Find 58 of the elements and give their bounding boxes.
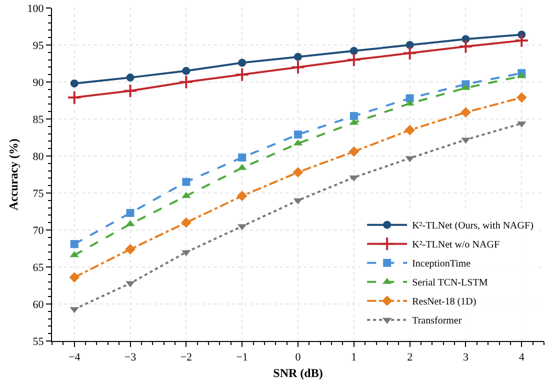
point: [404, 124, 416, 136]
y-tick-label: 100: [27, 2, 44, 15]
point: [350, 46, 358, 55]
point: [458, 39, 474, 54]
point: [346, 52, 362, 68]
y-tick-label: 65: [32, 262, 44, 274]
y-tick-label: 85: [32, 114, 44, 126]
point: [126, 74, 134, 82]
legend-label: InceptionTime: [412, 258, 472, 270]
x-axis-title: SNR (dB): [273, 366, 323, 380]
x-tick-label: −1: [236, 351, 248, 364]
x-tick-label: 2: [407, 351, 413, 364]
y-axis-title: Accuracy (%): [6, 138, 20, 210]
point: [402, 46, 418, 60]
x-tick-label: −4: [68, 351, 81, 364]
point: [67, 90, 82, 105]
point: [516, 92, 527, 103]
y-tick-label: 95: [32, 40, 44, 52]
point: [514, 33, 529, 48]
x-tick-label: −2: [180, 351, 192, 364]
point: [348, 146, 360, 157]
point: [178, 74, 194, 90]
x-tick-label: 1: [351, 351, 357, 364]
point: [182, 66, 190, 75]
legend-label: K²-TLNet (Ours, with NAGF): [412, 220, 534, 232]
point: [234, 67, 250, 82]
point: [406, 41, 414, 49]
point: [125, 244, 136, 254]
y-tick-label: 60: [32, 298, 44, 311]
legend-label: Serial TCN-LSTM: [412, 278, 488, 289]
point: [460, 107, 471, 118]
point: [238, 153, 246, 162]
x-tick-label: 0: [295, 351, 302, 364]
y-tick-label: 70: [32, 224, 44, 237]
point: [236, 190, 248, 202]
point: [122, 84, 138, 98]
point: [294, 130, 302, 139]
point: [182, 178, 190, 186]
legend-label: K²-TLNet w/o NAGF: [412, 240, 500, 251]
x-tick-label: 3: [462, 351, 469, 364]
point: [180, 217, 192, 228]
y-tick-label: 90: [32, 76, 44, 89]
point: [350, 112, 358, 120]
y-tick-label: 80: [32, 150, 44, 163]
y-tick-label: 55: [32, 336, 44, 348]
point: [69, 272, 80, 283]
point: [292, 167, 304, 178]
point: [294, 52, 302, 61]
point: [70, 240, 78, 248]
x-tick-label: −3: [124, 351, 137, 364]
legend-label: ResNet-18 (1D): [412, 296, 476, 308]
point: [238, 58, 246, 67]
point: [70, 79, 78, 88]
legend-label: Transformer: [412, 316, 462, 327]
y-tick-label: 75: [32, 188, 44, 200]
x-tick-label: 4: [518, 351, 525, 364]
point: [290, 60, 306, 74]
point: [126, 208, 134, 217]
